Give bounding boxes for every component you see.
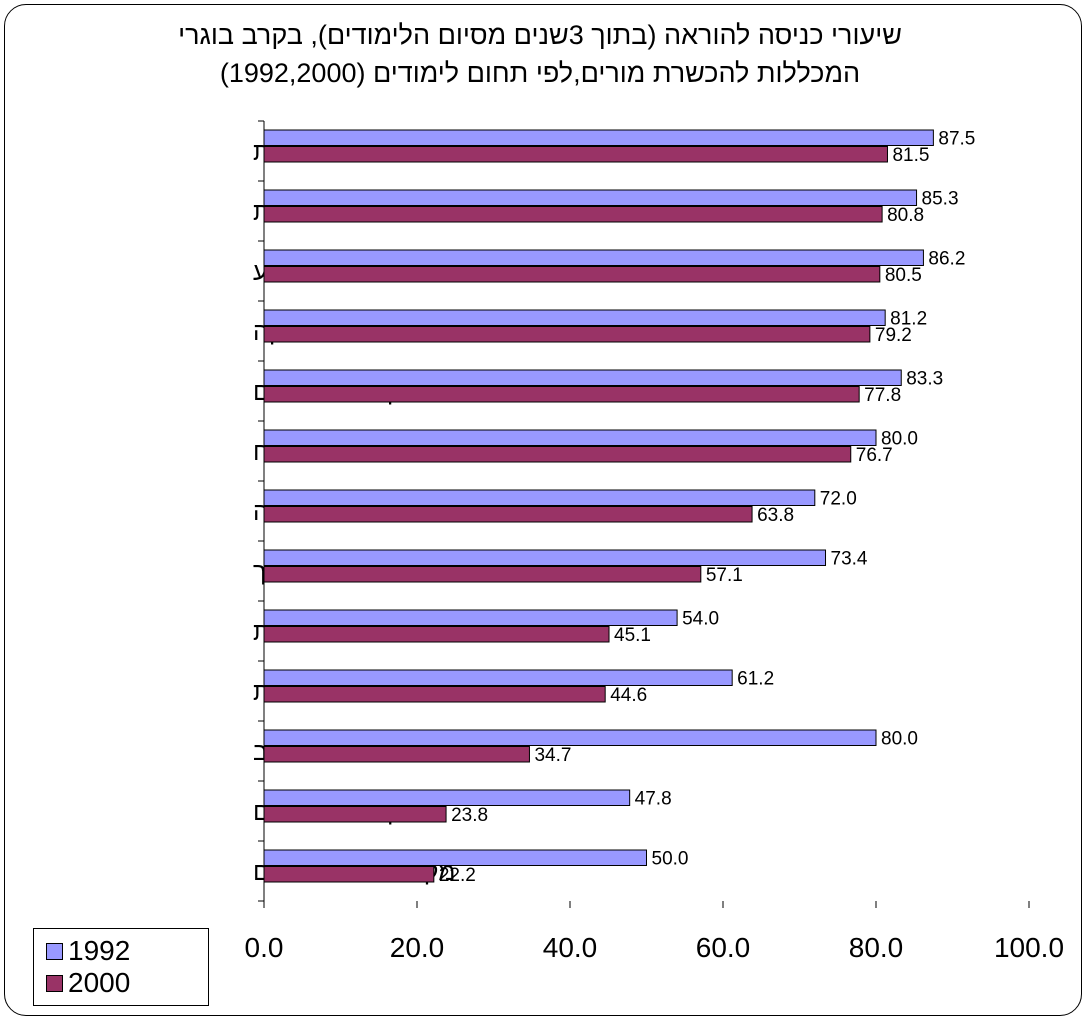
data-label-1992: 80.0 <box>881 429 918 450</box>
data-label-1992: 73.4 <box>831 549 868 570</box>
data-label-1992: 83.3 <box>906 369 943 390</box>
data-label-2000: 77.8 <box>864 385 901 406</box>
bar-2000 <box>263 866 435 883</box>
legend-swatch-1992 <box>46 942 63 960</box>
data-label-2000: 23.8 <box>451 805 488 826</box>
x-tick-label: 20.0 <box>390 932 445 963</box>
bar-1992 <box>263 549 827 566</box>
legend-label-2000: 2000 <box>68 967 131 998</box>
data-label-1992: 86.2 <box>928 249 965 270</box>
data-label-2000: 57.1 <box>706 565 743 586</box>
data-label-2000: 81.5 <box>892 145 929 166</box>
data-label-2000: 80.8 <box>887 205 924 226</box>
data-label-2000: 44.6 <box>610 685 647 706</box>
bar-1992 <box>263 789 631 806</box>
bar-2000 <box>263 446 852 463</box>
x-tick-label: 100.0 <box>994 932 1064 963</box>
legend-label-1992: 1992 <box>68 935 131 966</box>
data-label-2000: 63.8 <box>757 505 794 526</box>
bar-1992 <box>263 609 678 626</box>
bar-2000 <box>263 686 606 703</box>
data-label-1992: 47.8 <box>635 789 672 810</box>
bar-2000 <box>263 266 881 283</box>
bar-1992 <box>263 369 902 386</box>
legend: 1992 2000 <box>33 928 209 1006</box>
bar-1992 <box>263 669 733 686</box>
data-label-1992: 61.2 <box>737 669 774 690</box>
x-tick-label: 40.0 <box>543 932 598 963</box>
x-tick-label: 0.0 <box>245 932 284 963</box>
data-label-2000: 22.2 <box>439 865 476 886</box>
bar-1992 <box>263 489 816 506</box>
x-tick-label: 60.0 <box>696 932 751 963</box>
bar-2000 <box>263 806 447 823</box>
data-label-2000: 79.2 <box>875 325 912 346</box>
data-label-2000: 34.7 <box>534 745 571 766</box>
legend-swatch-2000 <box>46 974 63 992</box>
bar-1992 <box>263 309 886 326</box>
data-label-2000: 80.5 <box>885 265 922 286</box>
data-label-1992: 50.0 <box>652 849 689 870</box>
bar-2000 <box>263 506 753 523</box>
data-label-2000: 76.7 <box>856 445 893 466</box>
bar-1992 <box>263 249 924 266</box>
data-label-1992: 81.2 <box>890 309 927 330</box>
data-label-1992: 54.0 <box>682 609 719 630</box>
bar-2000 <box>263 626 610 643</box>
data-label-1992: 72.0 <box>820 489 857 510</box>
bar-2000 <box>263 206 883 223</box>
data-label-2000: 45.1 <box>614 625 651 646</box>
data-label-1992: 87.5 <box>938 129 975 150</box>
bar-1992 <box>263 129 934 146</box>
bar-2000 <box>263 326 871 343</box>
bar-2000 <box>263 386 860 403</box>
data-label-1992: 85.3 <box>922 189 959 210</box>
bar-1992 <box>263 849 647 866</box>
bar-1992 <box>263 729 877 746</box>
chart-title-line-2: המכללות להכשרת מורים,לפי תחום לימודים (1… <box>219 58 861 88</box>
legend-item-1992: 1992 <box>46 935 130 967</box>
bar-2000 <box>263 746 530 763</box>
data-label-1992: 80.0 <box>881 729 918 750</box>
chart-title-line-1: שיעורי כניסה להוראה (בתוך 3שנים מסיום הל… <box>178 20 902 50</box>
chart-title: שיעורי כניסה להוראה (בתוך 3שנים מסיום הל… <box>60 16 1020 92</box>
bar-1992 <box>263 189 918 206</box>
bar-2000 <box>263 566 702 583</box>
bar-1992 <box>263 429 877 446</box>
bar-2000 <box>263 146 888 163</box>
x-tick-label: 80.0 <box>849 932 904 963</box>
legend-item-2000: 2000 <box>46 967 130 999</box>
